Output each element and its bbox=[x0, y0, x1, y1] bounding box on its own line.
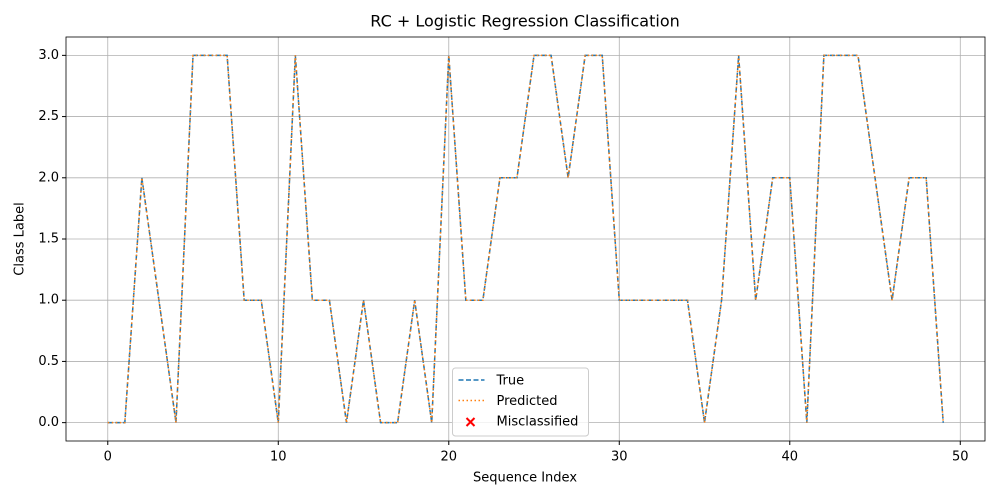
legend-marker bbox=[465, 417, 476, 427]
y-axis-label: Class Label bbox=[13, 202, 28, 275]
y-tick-label: 2.5 bbox=[38, 109, 59, 124]
y-tick-label: 1.0 bbox=[38, 293, 59, 308]
legend-box bbox=[452, 367, 589, 437]
x-tick-label: 40 bbox=[782, 450, 799, 465]
x-tick-label: 30 bbox=[611, 450, 628, 465]
chart-title: RC + Logistic Regression Classification bbox=[370, 12, 680, 31]
x-tick-label: 10 bbox=[270, 450, 287, 465]
y-tick-label: 0.5 bbox=[38, 354, 59, 369]
legend-label: Misclassified bbox=[497, 415, 579, 430]
x-axis-label: Sequence Index bbox=[473, 471, 577, 486]
y-tick-label: 3.0 bbox=[38, 48, 59, 63]
y-tick-label: 2.0 bbox=[38, 170, 59, 185]
x-tick-label: 20 bbox=[441, 450, 458, 465]
x-tick-label: 50 bbox=[952, 450, 969, 465]
y-tick-label: 1.5 bbox=[38, 232, 59, 247]
legend-label: Predicted bbox=[497, 394, 558, 409]
legend-label: True bbox=[496, 374, 525, 389]
plot-frame bbox=[65, 36, 986, 442]
series-line bbox=[107, 54, 944, 424]
y-tick-label: 0.0 bbox=[38, 415, 59, 430]
x-tick-label: 0 bbox=[104, 450, 112, 465]
